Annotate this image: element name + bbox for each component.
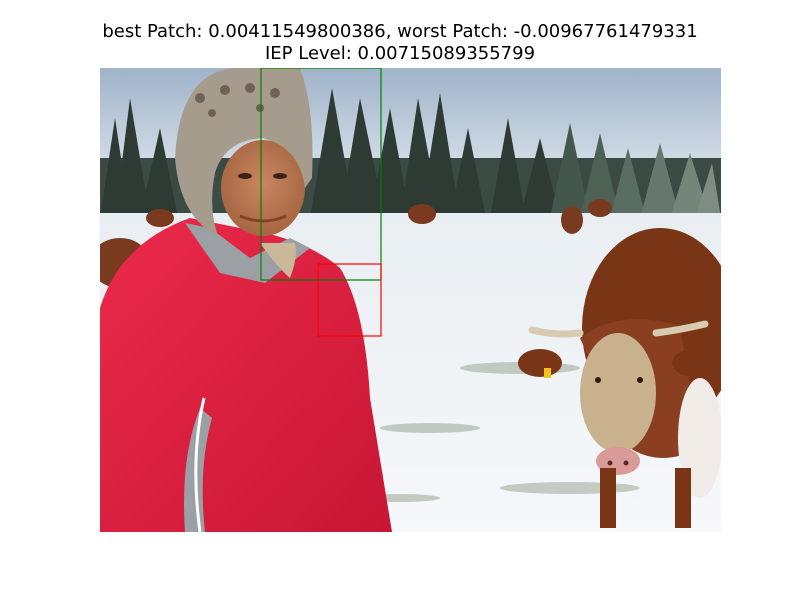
forest (100, 88, 721, 218)
analyzed-photo (100, 68, 721, 532)
worst-patch-box (317, 263, 382, 337)
cow (518, 228, 721, 528)
figure-title-line-1: best Patch: 0.00411549800386, worst Patc… (102, 21, 698, 42)
figure-title-line-2: IEP Level: 0.00715089355799 (264, 43, 536, 64)
photo-canvas (100, 68, 721, 532)
woman (100, 68, 392, 532)
best-patch-box (260, 68, 382, 281)
